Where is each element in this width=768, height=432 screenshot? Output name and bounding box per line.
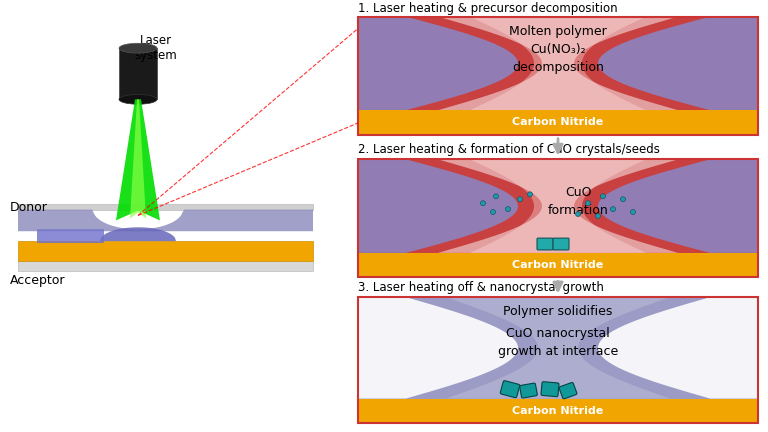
Bar bbox=[358, 17, 758, 135]
Text: Cu(NO₃)₂
decomposition: Cu(NO₃)₂ decomposition bbox=[512, 43, 604, 74]
Text: Carbon Nitride: Carbon Nitride bbox=[512, 118, 604, 127]
Ellipse shape bbox=[631, 210, 635, 215]
FancyBboxPatch shape bbox=[541, 382, 559, 397]
Ellipse shape bbox=[601, 194, 605, 199]
Text: CuO
formation: CuO formation bbox=[548, 186, 608, 217]
Ellipse shape bbox=[611, 206, 615, 212]
Ellipse shape bbox=[119, 95, 157, 104]
Polygon shape bbox=[358, 297, 518, 399]
Bar bbox=[18, 261, 313, 270]
FancyBboxPatch shape bbox=[559, 382, 577, 399]
Polygon shape bbox=[470, 17, 646, 110]
Text: Acceptor: Acceptor bbox=[10, 273, 65, 286]
Polygon shape bbox=[446, 297, 670, 399]
Ellipse shape bbox=[595, 213, 601, 219]
Bar bbox=[119, 48, 157, 99]
Bar bbox=[358, 253, 758, 277]
Bar bbox=[358, 159, 758, 253]
Bar bbox=[358, 159, 758, 277]
Bar bbox=[358, 17, 758, 110]
Text: Donor: Donor bbox=[10, 201, 48, 214]
Ellipse shape bbox=[491, 210, 495, 215]
Text: Carbon Nitride: Carbon Nitride bbox=[512, 406, 604, 416]
Text: 3. Laser heating off & nanocrystal growth: 3. Laser heating off & nanocrystal growt… bbox=[358, 281, 604, 294]
Polygon shape bbox=[100, 227, 176, 241]
Bar bbox=[18, 241, 313, 261]
Polygon shape bbox=[598, 159, 758, 253]
Polygon shape bbox=[470, 159, 646, 253]
Polygon shape bbox=[438, 159, 678, 253]
Ellipse shape bbox=[481, 201, 485, 206]
Bar bbox=[358, 399, 758, 423]
FancyBboxPatch shape bbox=[553, 238, 569, 250]
Ellipse shape bbox=[528, 192, 532, 197]
Polygon shape bbox=[358, 17, 518, 110]
Bar bbox=[18, 203, 313, 210]
Text: CuO nanocrystal
growth at interface: CuO nanocrystal growth at interface bbox=[498, 327, 618, 359]
Ellipse shape bbox=[119, 43, 157, 53]
Bar bbox=[358, 297, 758, 423]
Polygon shape bbox=[598, 297, 758, 399]
Ellipse shape bbox=[518, 197, 522, 202]
Ellipse shape bbox=[494, 194, 498, 199]
FancyBboxPatch shape bbox=[537, 238, 553, 250]
Polygon shape bbox=[116, 99, 160, 220]
Text: Laser
system: Laser system bbox=[134, 35, 177, 62]
Text: Molten polymer: Molten polymer bbox=[509, 25, 607, 38]
FancyBboxPatch shape bbox=[520, 383, 538, 398]
Bar bbox=[358, 110, 758, 135]
Ellipse shape bbox=[585, 201, 591, 206]
FancyBboxPatch shape bbox=[500, 381, 520, 398]
Ellipse shape bbox=[505, 206, 511, 212]
Ellipse shape bbox=[575, 212, 581, 216]
Text: Polymer solidifies: Polymer solidifies bbox=[503, 305, 613, 318]
Text: 1. Laser heating & precursor decomposition: 1. Laser heating & precursor decompositi… bbox=[358, 2, 617, 15]
Polygon shape bbox=[130, 99, 146, 219]
Ellipse shape bbox=[621, 197, 625, 202]
Bar bbox=[358, 297, 758, 399]
Polygon shape bbox=[18, 210, 313, 231]
Polygon shape bbox=[358, 159, 518, 253]
Text: Carbon Nitride: Carbon Nitride bbox=[512, 260, 604, 270]
FancyBboxPatch shape bbox=[37, 229, 104, 243]
Polygon shape bbox=[438, 17, 678, 110]
Polygon shape bbox=[598, 17, 758, 110]
Text: 2. Laser heating & formation of CuO crystals/seeds: 2. Laser heating & formation of CuO crys… bbox=[358, 143, 660, 156]
